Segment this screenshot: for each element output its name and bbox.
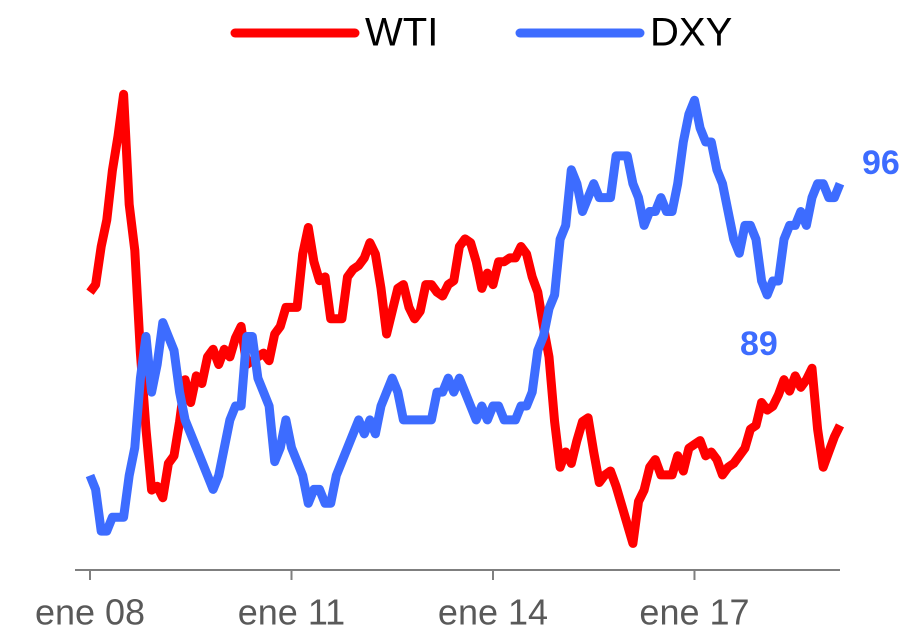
legend-label: WTI [365, 11, 438, 55]
x-tick-label: ene 17 [639, 592, 749, 633]
annotation: 89 [740, 325, 778, 363]
x-tick-label: ene 08 [35, 592, 145, 633]
x-tick-label: ene 14 [438, 592, 548, 633]
annotation: 96 [862, 144, 900, 182]
line-dxy [85, 95, 845, 536]
legend-label: DXY [650, 11, 732, 55]
x-tick-label: ene 11 [238, 592, 345, 633]
line-wti [86, 89, 845, 548]
